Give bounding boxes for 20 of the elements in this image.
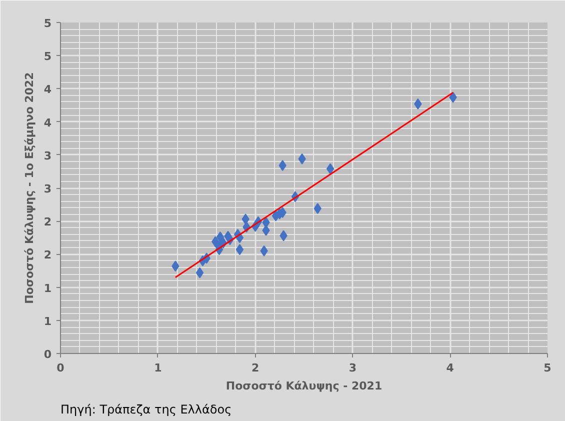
y-tick-label: 5 xyxy=(44,50,52,64)
y-tick-label: 1 xyxy=(44,314,52,328)
y-tick-label: 4 xyxy=(44,116,52,130)
x-tick-label: 4 xyxy=(446,362,454,374)
x-tick-label: 3 xyxy=(348,362,357,374)
y-tick-label: 0 xyxy=(44,348,52,361)
y-axis-title: Ποσοστό Κάλυψης - 1ο Εξάμηνο 2022 xyxy=(22,72,36,304)
y-tick-label: 2 xyxy=(44,216,52,229)
text: Πηγή: Τράπεζα της Ελλάδος xyxy=(60,402,232,416)
y-tick-label: 1 xyxy=(44,282,52,295)
y-tick-label: 3 xyxy=(44,182,52,196)
x-tick-label: 1 xyxy=(154,362,162,374)
x-tick-label: 5 xyxy=(544,362,552,374)
y-tick-label: 2 xyxy=(44,248,52,262)
y-tick-label: 3 xyxy=(44,149,52,162)
x-tick-label: 0 xyxy=(56,362,65,374)
x-axis-title: Ποσοστό Κάλυψης - 2021 xyxy=(226,380,382,392)
x-tick-label: 2 xyxy=(251,362,260,374)
y-tick-label: 4 xyxy=(44,83,52,96)
y-tick-label: 5 xyxy=(44,17,52,30)
